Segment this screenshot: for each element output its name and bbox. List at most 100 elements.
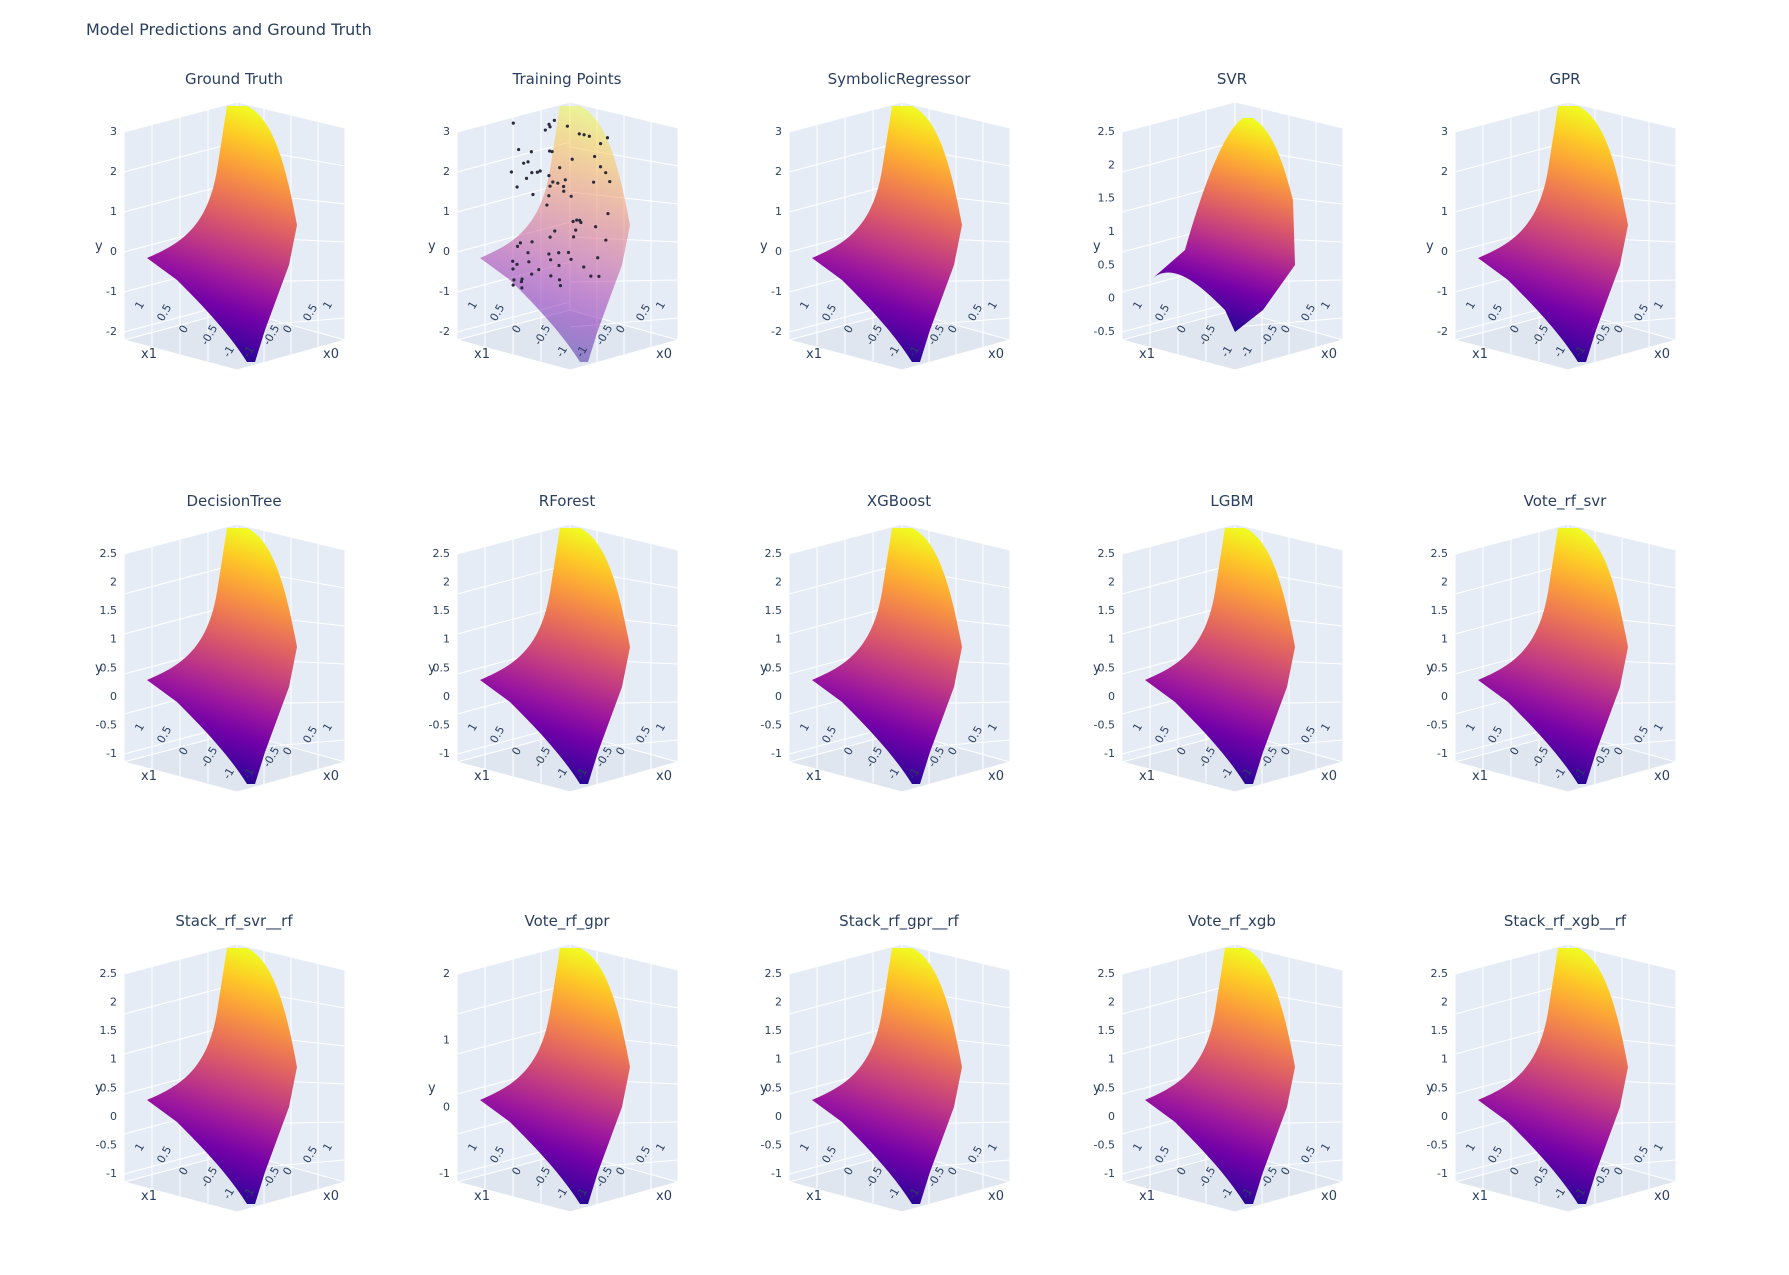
x1-axis-label: x1 [1472,769,1488,784]
subplot-4[interactable]: SVR 2.5 2 1.5 1 0.5 0 -0.5 y 1 0.5 0 -0.5 -1 x1 1 0.5 0 -0… [1065,10,1399,420]
surface-plot[interactable]: 2.521.510.50-0.5-1y1 0.50 -0.5-1x110.50-0.… [400,432,734,842]
surface-plot[interactable]: 2.521.510.50-0.5-1y1 0.50 -0.5-1x110.50-0.… [67,852,401,1262]
training-point [526,251,530,255]
y-tick-label: -0.5 [429,718,450,731]
y-axis-label: y [428,1081,436,1096]
subplot-1[interactable]: Ground Truth 3 2 1 0 -1 -2 y 1 0.5 0 -0.5 -1 x1 1 0.5 0-… [67,10,401,420]
training-point [605,136,610,140]
training-point [520,286,524,290]
surface-plot[interactable]: 2.521.510.50-0.5-1y1 0.50 -0.5-1x110.50-0.… [732,852,1066,1262]
y-tick-label: -2 [1437,325,1448,338]
subplot-3[interactable]: SymbolicRegressor 3 2 1 0 -1 -2 y 1 0.5 0 -0.5 -1 x1 1… [732,10,1066,420]
training-point [552,118,557,122]
y-tick-label: 2.5 [100,547,118,560]
y-tick-label: 0.5 [1098,1081,1116,1094]
y-tick-label: 3 [110,125,117,138]
prediction-surface [1153,118,1295,332]
y-tick-label: 0 [1441,1110,1448,1123]
training-point [527,260,531,264]
training-point [530,240,534,244]
surface-plot[interactable]: 2.521.510.50-0.5-1y1 0.50 -0.5-1x110.50-0.… [1065,852,1399,1262]
y-tick-label: 3 [443,125,450,138]
subplot-12[interactable]: Vote_rf_gpr 2 1 0 -1 y 1 0.5 0 -0.5 -1 x1 1 0.5 0 -0.5-… [400,852,734,1262]
subplot-10[interactable]: Vote_rf_svr 2.5 2 1.5 1 0.5 0 -0.5 -1 y 1 0.5 0 -0.5-… [1398,432,1732,842]
training-point [518,241,522,245]
training-point [548,235,552,239]
y-tick-label: 0.5 [1431,661,1449,674]
y-axis-label: y [760,239,768,254]
y-axis-label: y [760,661,768,676]
training-point [519,280,524,284]
subplot-6[interactable]: DecisionTree 2.5 2 1.5 1 0.5 0 -0.5 -1 y 1 0.5 0 -0.5… [67,432,401,842]
training-point [570,157,574,161]
y-tick-label: 0 [775,690,782,703]
prediction-surface [1478,948,1628,1204]
surface-plot[interactable]: 2.521.510.50-0.5-1y1 0.50 -0.5-1x110.50-0.… [1065,432,1399,842]
training-point [608,179,612,184]
training-point [562,189,566,193]
training-point [512,278,516,282]
subplot-9[interactable]: LGBM 2.5 2 1.5 1 0.5 0 -0.5 -1 y 1 0.5 0 -0.5 -1 x1 1 0.5… [1065,432,1399,842]
y-tick-label: 0 [443,1100,450,1113]
y-tick-label: -1 [106,1167,117,1180]
y-tick-label: 2.5 [433,547,451,560]
subplot-14[interactable]: Vote_rf_xgb 2.5 2 1.5 1 0.5 0 -0.5 -1 y 1 0.5 0 -0.5-… [1065,852,1399,1262]
training-point [591,180,596,184]
y-tick-label: 0 [1108,292,1115,305]
x0-axis-label: x0 [1654,1189,1670,1204]
training-point [556,181,560,185]
training-point [604,238,608,242]
y-tick-label: -1 [771,285,782,298]
x0-axis-label: x0 [1321,1189,1337,1204]
training-point [548,184,552,188]
subplot-8[interactable]: XGBoost 2.5 2 1.5 1 0.5 0 -0.5 -1 y 1 0.5 0 -0.5 -1 x1 1… [732,432,1066,842]
surface-plot[interactable]: 2.521.510.50-0.5y1 0.50 -0.5-1x110.50-0.5-… [1065,10,1399,420]
subplot-2[interactable]: Training Points 3 2 1 0 -1 -2 y 1 0.5 0 -0.5 -1 x1 1 0.… [400,10,734,420]
x1-axis-label: x1 [1139,1189,1155,1204]
surface-plot[interactable]: 2.521.510.50-0.5-1y1 0.50 -0.5-1x110.50-0.… [1398,852,1732,1262]
subplot-13[interactable]: Stack_rf_gpr__rf 2.5 2 1.5 1 0.5 0 -0.5 -1 y 1 0.5 0… [732,852,1066,1262]
x1-axis-label: x1 [806,769,822,784]
training-point [569,257,573,261]
y-axis-label: y [1426,239,1434,254]
y-tick-label: -0.5 [1427,1138,1448,1151]
subplot-5[interactable]: GPR 3 2 1 0 -1 -2 y 1 0.5 0 -0.5 -1 x1 1 0.5 0 -0.5 -1 x0 [1398,10,1732,420]
training-point [549,274,553,278]
y-axis-label: y [1426,1081,1434,1096]
surface-plot[interactable]: 2.521.510.50-0.5-1y1 0.50 -0.5-1x110.50-0.… [1398,432,1732,842]
training-point [548,125,552,129]
y-tick-label: -0.5 [761,718,782,731]
prediction-surface [1478,528,1628,784]
training-point [558,283,563,288]
subplot-15[interactable]: Stack_rf_xgb__rf 2.5 2 1.5 1 0.5 0 -0.5 -1 y 1 0.5 0… [1398,852,1732,1262]
x0-axis-label: x0 [1654,769,1670,784]
y-tick-label: -2 [771,325,782,338]
y-tick-label: 2.5 [1098,967,1116,980]
training-points [509,118,612,290]
prediction-surface [812,106,962,362]
training-point [543,128,547,132]
surface-plot[interactable]: 2.521.510.50-0.5-1y1 0.50 -0.5-1x110.50-0.… [67,432,401,842]
y-tick-label: -2 [106,325,117,338]
training-point [557,278,562,282]
y-tick-label: 2.5 [1098,125,1116,138]
prediction-surface [147,948,297,1204]
training-point [511,259,515,263]
y-tick-label: 2 [443,967,450,980]
subplot-7[interactable]: RForest 2.5 2 1.5 1 0.5 0 -0.5 -1 y 1 0.5 0 -0.5 -1 x1 1… [400,432,734,842]
y-tick-label: 2.5 [765,967,783,980]
y-tick-label: 1.5 [1098,604,1116,617]
subplot-11[interactable]: Stack_rf_svr__rf 2.5 2 1.5 1 0.5 0 -0.5 -1 y 1 0.5 0… [67,852,401,1262]
surface-plot[interactable]: 2.521.510.50-0.5-1y1 0.50 -0.5-1x110.50-0.… [732,432,1066,842]
training-point [557,263,561,268]
y-tick-label: 2 [1441,576,1448,589]
x0-axis-label: x0 [988,347,1004,362]
y-tick-label: 2 [110,576,117,589]
y-tick-label: 1 [110,1053,117,1066]
prediction-surface [147,528,297,784]
